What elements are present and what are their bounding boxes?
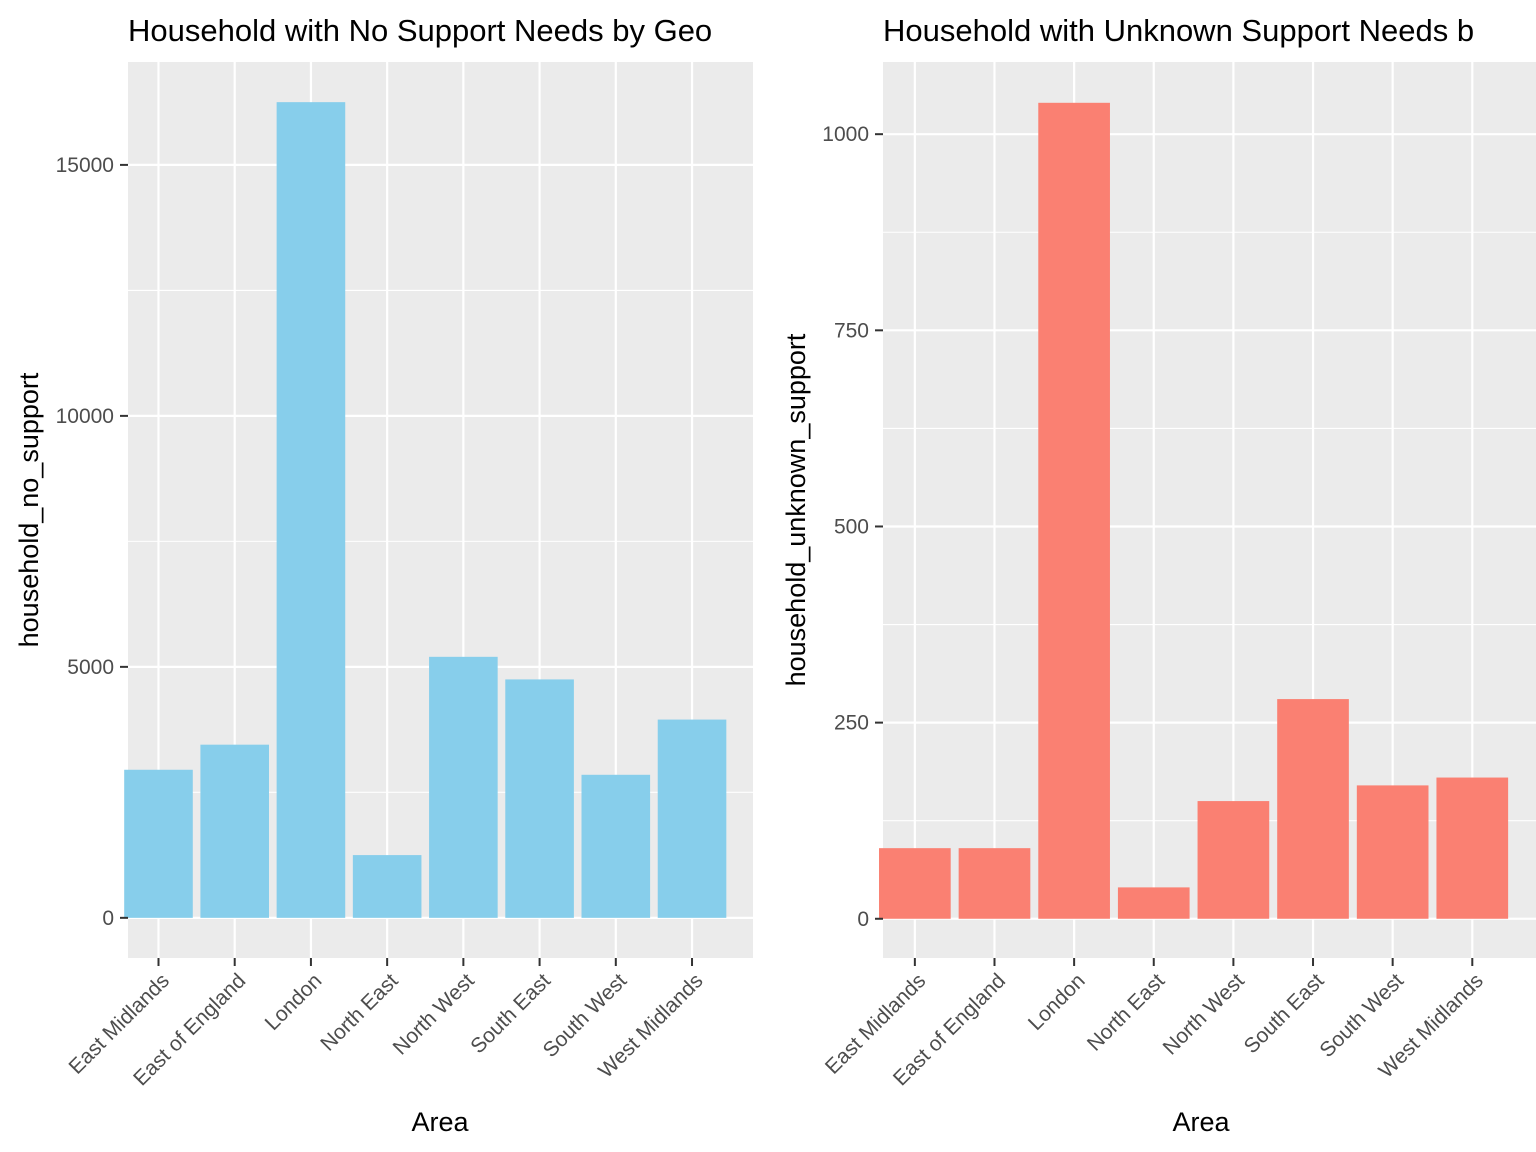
- x-axis-title: Area: [411, 1107, 469, 1137]
- bars: [124, 102, 727, 918]
- y-axis: 0 5000 10000 15000: [56, 154, 128, 930]
- chart-title: Household with Unknown Support Needs b: [883, 13, 1474, 48]
- bar-south-east: [505, 679, 574, 918]
- bar-north-east: [1117, 887, 1190, 919]
- x-tick-label: North West: [389, 969, 479, 1059]
- x-tick-label: North West: [1159, 969, 1249, 1059]
- y-axis: 0 250 500 750 1000: [822, 123, 883, 931]
- bar-south-west: [581, 774, 651, 918]
- y-tick-label: 250: [834, 712, 869, 735]
- y-tick-label: 10000: [56, 405, 114, 428]
- bar-east-of-england: [958, 848, 1031, 919]
- y-tick-label: 750: [834, 319, 869, 342]
- y-tick-label: 0: [857, 908, 869, 931]
- y-tick-label: 0: [102, 907, 114, 930]
- x-tick-label: London: [1024, 969, 1090, 1035]
- bar-east-midlands: [879, 848, 951, 919]
- y-tick-label: 500: [834, 515, 869, 538]
- y-axis-title: household_no_support: [14, 372, 44, 647]
- bar-north-west: [429, 656, 498, 918]
- y-axis-title: household_unknown_support: [781, 333, 811, 686]
- chart-title: Household with No Support Needs by Geo: [128, 13, 712, 48]
- x-tick-label: North East: [1083, 969, 1170, 1056]
- bar-north-west: [1197, 801, 1270, 919]
- chart-panel-unknown-support: Household with Unknown Support Needs b 0…: [781, 13, 1536, 1137]
- bar-south-east: [1277, 699, 1349, 919]
- bar-south-west: [1356, 785, 1429, 919]
- y-tick-label: 1000: [822, 123, 869, 146]
- bar-london: [276, 102, 346, 918]
- x-axis-title: Area: [1172, 1107, 1230, 1137]
- bar-east-midlands: [124, 769, 193, 918]
- bar-west-midlands: [1436, 777, 1509, 919]
- y-tick-label: 5000: [67, 656, 114, 679]
- x-tick-label: London: [261, 969, 327, 1035]
- chart-panel-no-support: Household with No Support Needs by Geo 0…: [14, 13, 753, 1137]
- bar-north-east: [352, 855, 422, 918]
- y-tick-label: 15000: [56, 154, 114, 177]
- bar-east-of-england: [200, 744, 270, 918]
- bars: [879, 102, 1509, 919]
- bar-london: [1038, 102, 1110, 919]
- bar-west-midlands: [657, 719, 727, 918]
